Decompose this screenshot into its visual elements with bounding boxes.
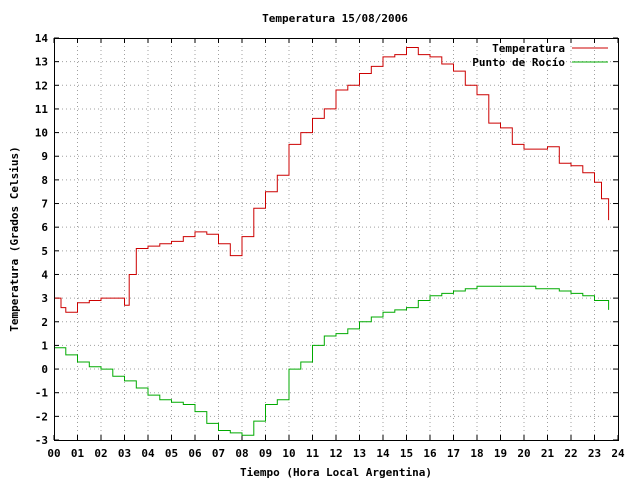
x-tick-label: 17 [447, 447, 460, 460]
plot-frame [54, 38, 619, 441]
x-tick-label: 10 [282, 447, 295, 460]
x-axis-label: Tiempo (Hora Local Argentina) [240, 466, 432, 479]
x-tick-label: 21 [541, 447, 555, 460]
x-tick-label: 19 [494, 447, 507, 460]
y-tick-label: 8 [41, 174, 48, 187]
x-tick-label: 11 [306, 447, 320, 460]
y-tick-label: 1 [41, 339, 48, 352]
legend-label-1: Temperatura [492, 42, 565, 55]
x-tick-label: 20 [517, 447, 530, 460]
y-tick-label: 5 [41, 245, 48, 258]
y-tick-label: -2 [35, 410, 48, 423]
series-layer [54, 47, 610, 436]
x-tick-label: 23 [588, 447, 601, 460]
x-tick-label: 02 [94, 447, 107, 460]
x-tick-label: 12 [329, 447, 342, 460]
y-tick-label: 11 [35, 103, 49, 116]
y-tick-label: 2 [41, 316, 48, 329]
x-tick-label: 13 [353, 447, 366, 460]
y-tick-label: 9 [41, 150, 48, 163]
series-line-1 [54, 47, 610, 313]
y-tick-label: 14 [35, 32, 49, 45]
series-line-2 [54, 285, 610, 436]
x-tick-label: 00 [47, 447, 60, 460]
y-tick-label: 4 [41, 268, 48, 281]
y-tick-label: 13 [35, 56, 48, 69]
y-tick-label: 3 [41, 292, 48, 305]
y-tick-label: 10 [35, 127, 48, 140]
x-tick-label: 09 [259, 447, 272, 460]
y-tick-label: -3 [35, 434, 48, 447]
x-tick-label: 08 [235, 447, 248, 460]
x-tick-label: 24 [611, 447, 625, 460]
x-tick-label: 01 [71, 447, 85, 460]
x-tick-label: 04 [141, 447, 155, 460]
legend-label-2: Punto de Rocío [472, 56, 565, 69]
y-tick-label: 7 [41, 198, 48, 211]
y-tick-label: -1 [35, 387, 49, 400]
x-axis-ticks: 00 01 02 03 04 05 06 07 08 09 10 11 12 13 14 15 16 17 18 19… [47, 38, 625, 460]
chart-title: Temperatura 15/08/2006 [262, 12, 408, 25]
x-tick-label: 18 [470, 447, 483, 460]
x-tick-label: 05 [165, 447, 178, 460]
x-tick-label: 07 [212, 447, 225, 460]
y-tick-label: 6 [41, 221, 48, 234]
x-tick-label: 03 [118, 447, 131, 460]
y-axis-label: Temperatura (Grados Celsius) [8, 146, 21, 331]
x-tick-label: 22 [564, 447, 577, 460]
x-tick-label: 15 [400, 447, 413, 460]
y-tick-label: 12 [35, 79, 48, 92]
x-tick-label: 06 [188, 447, 202, 460]
y-tick-label: 0 [41, 363, 48, 376]
x-tick-label: 16 [423, 447, 437, 460]
x-tick-label: 14 [376, 447, 390, 460]
